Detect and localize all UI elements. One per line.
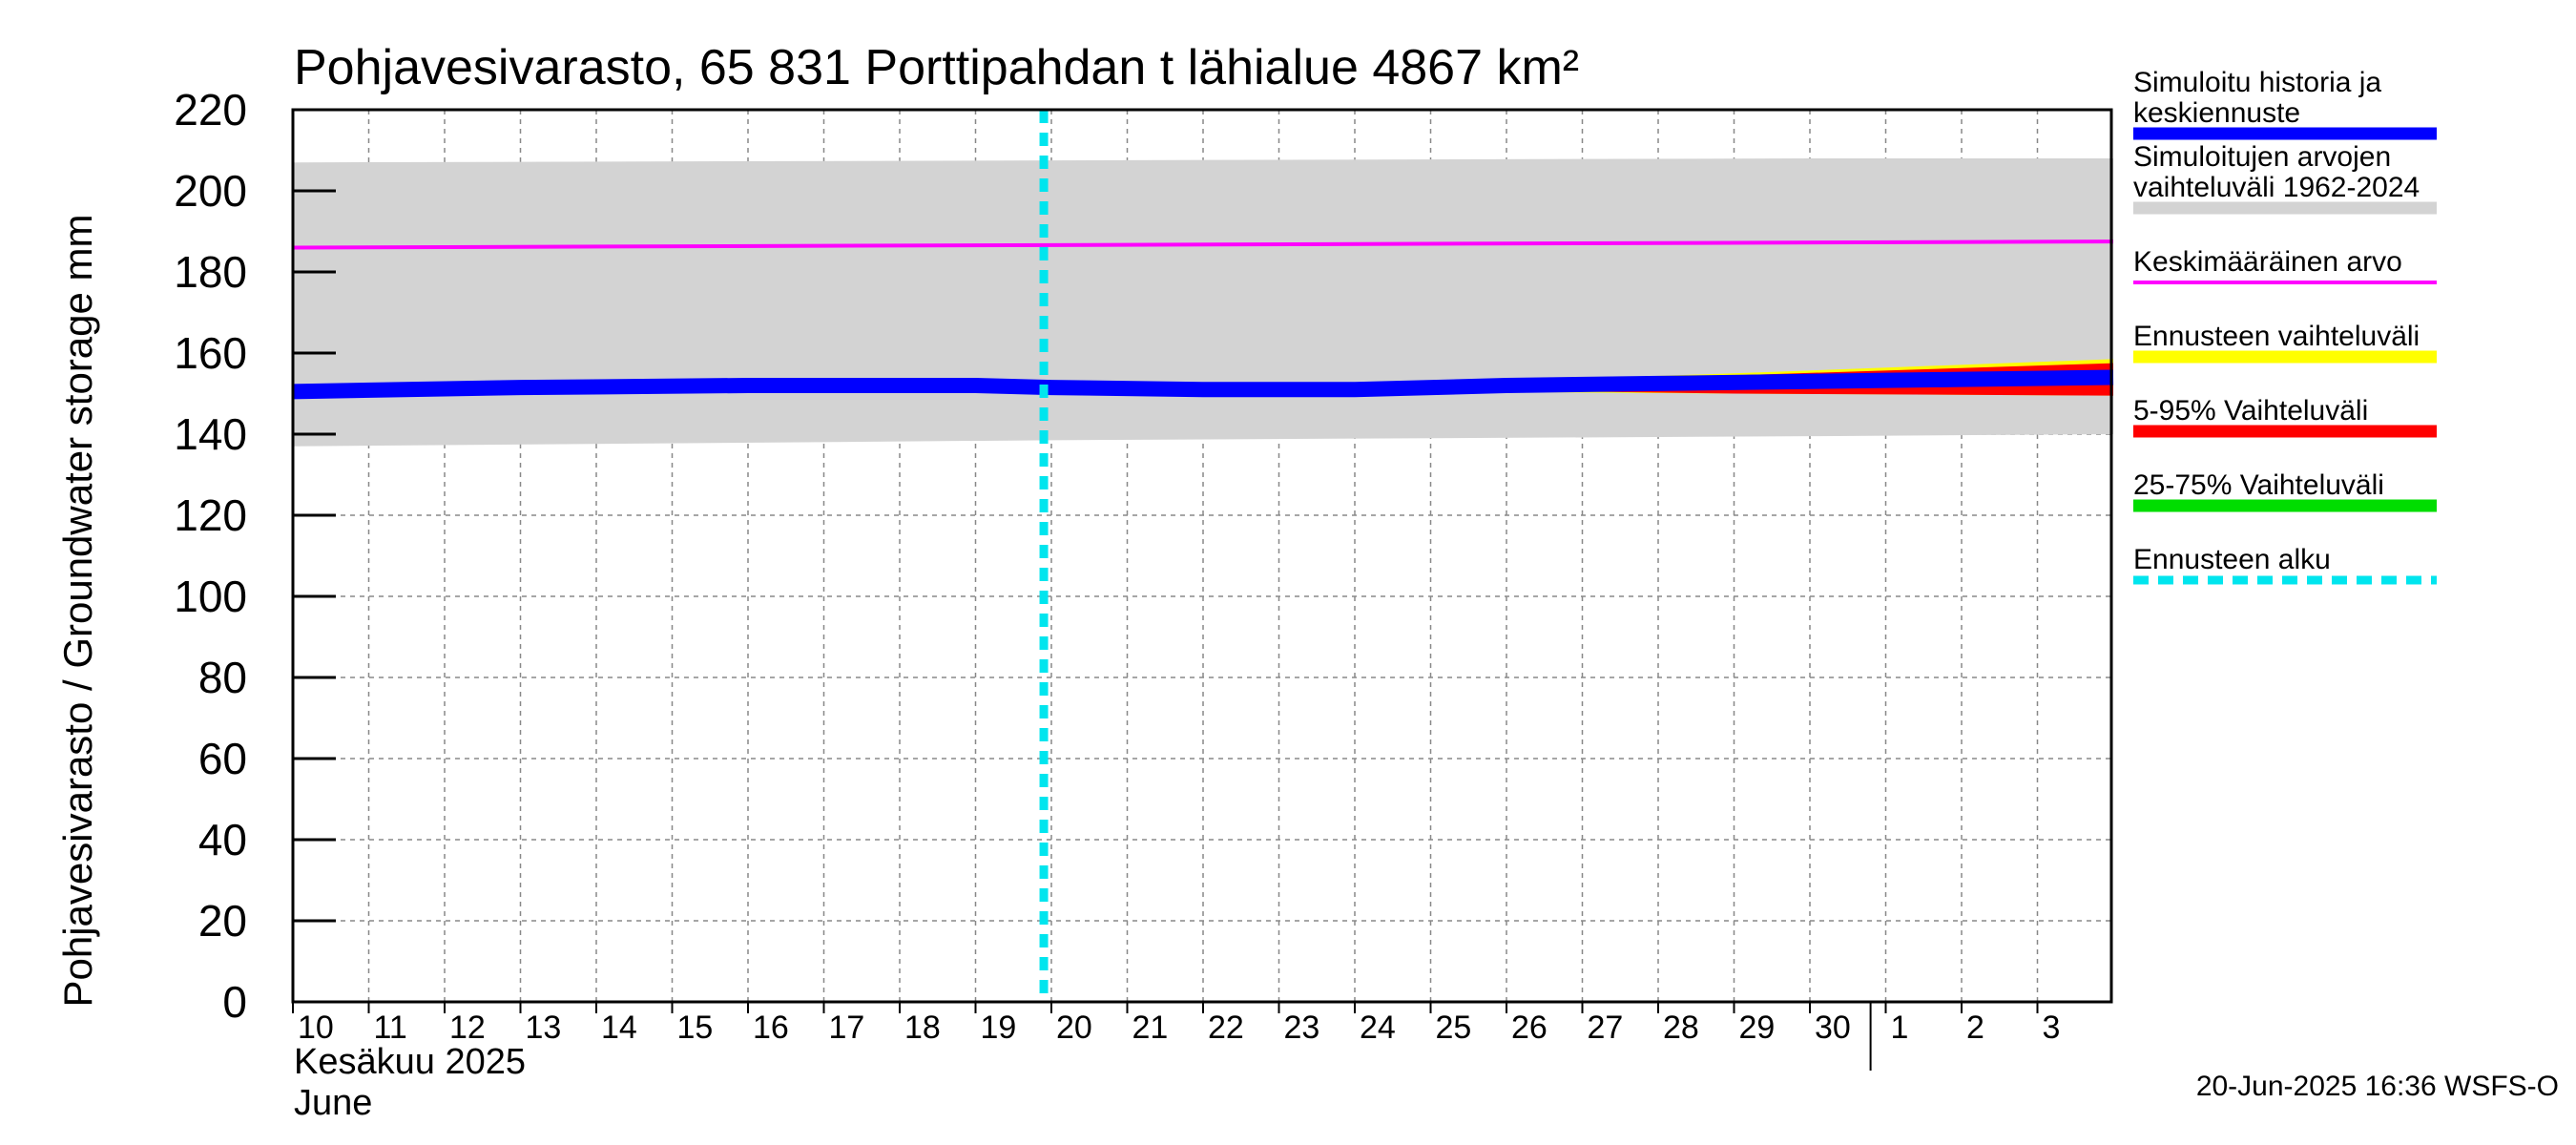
legend-label-line: Simuloitujen arvojen (2133, 141, 2391, 173)
chart-title: Pohjavesivarasto, 65 831 Porttipahdan t … (294, 40, 1579, 95)
legend-label-line: 5-95% Vaihteluväli (2133, 395, 2368, 427)
y-tick-label: 20 (198, 896, 247, 946)
x-tick-label: 3 (2043, 1010, 2061, 1046)
x-tick-label: 26 (1511, 1010, 1548, 1046)
x-tick-label: 12 (449, 1010, 486, 1046)
x-tick-label: 28 (1663, 1010, 1699, 1046)
legend-label-line: keskiennuste (2133, 97, 2300, 129)
x-tick-label: 30 (1815, 1010, 1851, 1046)
legend-label: 25-75% Vaihteluväli (2133, 469, 2384, 501)
x-tick-label: 19 (981, 1010, 1017, 1046)
y-axis-ticks: 0 20 40 60 80 100 120 140 160 180 200 220 (174, 85, 336, 1027)
y-tick-label: 60 (198, 734, 247, 783)
x-tick-label: 13 (526, 1010, 562, 1046)
y-tick-label: 200 (174, 166, 247, 216)
data-bands (293, 158, 2113, 447)
y-tick-label: 0 (222, 977, 247, 1027)
y-tick-label: 80 (198, 653, 247, 702)
x-tick-label: 18 (904, 1010, 941, 1046)
x-tick-label: 15 (677, 1010, 714, 1046)
legend-label-line: 25-75% Vaihteluväli (2133, 469, 2384, 501)
x-tick-label: 1 (1891, 1010, 1909, 1046)
x-tick-label: 25 (1436, 1010, 1472, 1046)
legend-label-line: Ennusteen alku (2133, 544, 2331, 575)
x-tick-label: 11 (374, 1010, 407, 1046)
y-axis-label: Pohjavesivarasto / Groundwater storage m… (55, 214, 100, 1007)
y-tick-label: 160 (174, 328, 247, 378)
x-tick-label: 10 (298, 1010, 334, 1046)
legend-label: Ennusteen vaihteluväli (2133, 321, 2420, 352)
x-tick-label: 21 (1132, 1010, 1169, 1046)
data-lines (292, 239, 2114, 400)
x-axis-ticks: 10 11 12 13 14 15 16 17 18 19 20 21 22 23 24 25 26 27 28 29… (292, 1002, 2061, 1046)
legend-label-line: Keskimääräinen arvo (2133, 246, 2402, 278)
x-tick-label: 29 (1739, 1010, 1776, 1046)
legend-label-line: Ennusteen vaihteluväli (2133, 321, 2420, 352)
x-tick-label: 27 (1588, 1010, 1624, 1046)
legend-label: Simuloitu historia ja keskiennuste (2133, 67, 2381, 129)
legend: Simuloitu historia ja keskiennusteSimuloi… (2133, 67, 2437, 585)
x-tick-label: 17 (829, 1010, 865, 1046)
y-tick-label: 120 (174, 490, 247, 540)
y-tick-label: 140 (174, 409, 247, 459)
footer-timestamp: 20-Jun-2025 16:36 WSFS-O (2196, 1071, 2559, 1102)
y-tick-label: 180 (174, 247, 247, 297)
legend-label: Ennusteen alku (2133, 544, 2331, 575)
y-tick-label: 220 (174, 85, 247, 135)
legend-label-line: Simuloitu historia ja (2133, 67, 2381, 98)
band-simuloitujen-arvojen-vaihteluv-li-1962-2024 (293, 158, 2113, 447)
legend-label: Keskimääräinen arvo (2133, 246, 2402, 278)
legend-label-line: vaihteluväli 1962-2024 (2133, 172, 2420, 203)
x-tick-label: 16 (753, 1010, 789, 1046)
y-tick-label: 40 (198, 815, 247, 864)
line-keskim-r-inen-arvo (292, 239, 2114, 250)
x-tick-label: 22 (1208, 1010, 1244, 1046)
legend-label: Simuloitujen arvojen vaihteluväli 1962-20… (2133, 141, 2420, 203)
month-label-fi: Kesäkuu 2025 (294, 1042, 526, 1082)
month-label-en: June (294, 1083, 372, 1123)
y-tick-label: 100 (174, 572, 247, 621)
x-tick-label: 14 (601, 1010, 637, 1046)
legend-label: 5-95% Vaihteluväli (2133, 395, 2368, 427)
line-simuloitu-historia-ja-keskiennuste (292, 369, 2114, 400)
x-tick-label: 2 (1966, 1010, 1984, 1046)
x-tick-label: 23 (1284, 1010, 1320, 1046)
x-tick-label: 20 (1056, 1010, 1092, 1046)
x-tick-label: 24 (1360, 1010, 1396, 1046)
